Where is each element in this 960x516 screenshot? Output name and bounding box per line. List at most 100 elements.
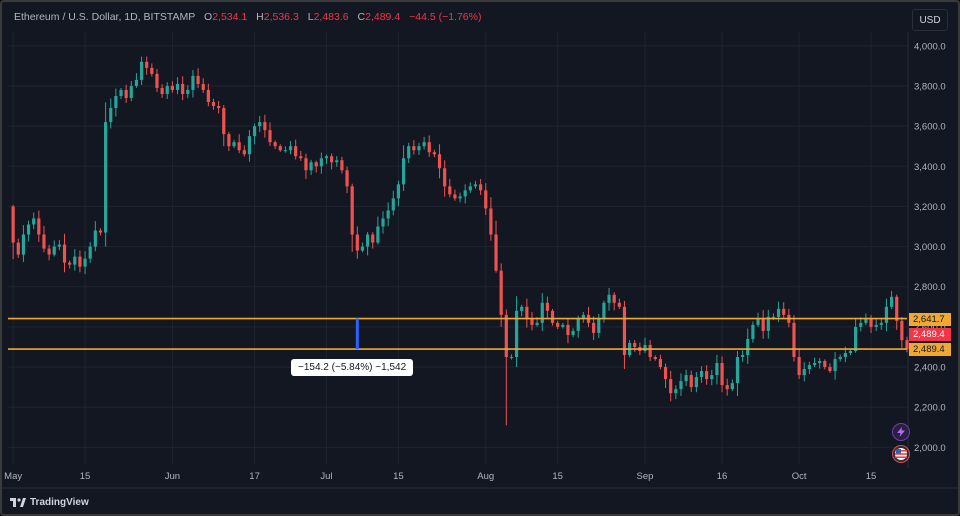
symbol-title[interactable]: Ethereum / U.S. Dollar, 1D, BITSTAMP	[14, 11, 196, 23]
candle-body	[21, 234, 26, 255]
candle-body	[864, 318, 868, 323]
candle-body	[556, 322, 560, 327]
candle-body	[479, 184, 483, 191]
candle-body	[396, 184, 401, 199]
candle-body	[139, 61, 144, 80]
candle-body	[294, 146, 298, 157]
y-tick-label: 2,200.0	[914, 403, 946, 414]
candle-body	[592, 322, 596, 333]
candle-body	[746, 338, 750, 356]
candle-body	[170, 85, 174, 90]
y-tick-label: 3,800.0	[914, 81, 946, 92]
candle-body	[155, 73, 159, 88]
x-tick-label: 15	[393, 471, 404, 482]
candle-body	[314, 162, 318, 167]
candle-body	[242, 150, 246, 155]
tradingview-logo-icon	[10, 497, 26, 507]
last-price-tag: 2,489.4	[909, 328, 951, 341]
candle-body	[602, 302, 606, 319]
candle-body	[299, 156, 303, 159]
candle-body	[191, 75, 195, 90]
candle-body	[561, 324, 565, 327]
y-tick-label: 2,800.0	[914, 282, 946, 293]
measure-bar[interactable]	[355, 318, 359, 350]
candle-body	[617, 302, 621, 307]
candle-body	[160, 87, 164, 94]
candle-body	[622, 306, 627, 356]
candle-body	[165, 85, 169, 94]
open-label: O	[204, 11, 213, 23]
candle-body	[679, 381, 683, 390]
candle-body	[705, 371, 709, 380]
high-value: 2,536.3	[263, 11, 299, 23]
candle-body	[797, 357, 801, 376]
candle-body	[83, 258, 87, 267]
candle-body	[463, 190, 467, 197]
candle-body	[489, 208, 493, 235]
candle-body	[288, 146, 293, 151]
candle-body	[114, 95, 118, 109]
candle-body	[643, 344, 647, 351]
candle-body	[150, 67, 154, 74]
x-tick-label: 16	[717, 471, 728, 482]
candle-body	[751, 324, 755, 339]
candle-body	[437, 154, 442, 169]
candle-body	[854, 326, 858, 351]
y-tick-label: 3,600.0	[914, 122, 946, 133]
x-tick-label: Sep	[637, 471, 654, 482]
candle-body	[124, 89, 128, 99]
candle-body	[104, 122, 108, 233]
candle-body	[525, 306, 529, 319]
candle-body	[669, 379, 673, 394]
candle-body	[366, 234, 370, 247]
candle-body	[782, 308, 786, 315]
candle-body	[710, 375, 714, 380]
close-label: C	[357, 11, 366, 23]
candle-body	[401, 158, 406, 185]
candle-body	[278, 146, 282, 151]
candle-body	[484, 190, 488, 209]
candle-body	[237, 142, 241, 151]
candle-body	[217, 106, 221, 109]
candle-body	[175, 83, 180, 90]
candle-body	[319, 158, 323, 167]
candle-body	[417, 146, 421, 151]
candle-body	[386, 210, 390, 219]
candle-body	[473, 184, 478, 187]
measure-label: −154.2 (−5.84%) −1,542	[291, 359, 414, 376]
symbol-header: Ethereum / U.S. Dollar, 1D, BITSTAMP O 2,…	[14, 11, 481, 23]
brand-name: TradingView	[30, 497, 89, 508]
currency-button[interactable]: USD	[912, 9, 948, 31]
candle-body	[509, 357, 514, 359]
lower-line-price-tag: 2,489.4	[909, 343, 951, 356]
candle-body	[360, 246, 365, 251]
y-tick-label: 2,400.0	[914, 363, 946, 374]
candle-body	[499, 270, 503, 315]
candle-body	[597, 318, 601, 333]
candle-body	[833, 359, 837, 372]
candle-body	[11, 206, 15, 243]
candle-body	[222, 108, 226, 135]
candle-body	[16, 242, 20, 255]
candle-body	[633, 342, 637, 347]
candle-body	[42, 234, 46, 249]
tradingview-logo[interactable]: TradingView	[10, 497, 89, 508]
candle-body	[232, 142, 236, 147]
candle-body	[26, 224, 31, 235]
candle-body	[335, 160, 339, 163]
us-flag-icon[interactable]	[892, 445, 910, 463]
candle-body	[422, 142, 426, 147]
candle-body	[828, 367, 832, 372]
x-tick-label: 15	[80, 471, 91, 482]
candle-body	[37, 218, 41, 235]
candle-body	[453, 194, 457, 199]
candle-body	[47, 248, 51, 255]
candle-body	[884, 306, 889, 323]
lightning-icon[interactable]	[892, 423, 910, 441]
candle-body	[227, 134, 231, 147]
candle-body	[725, 385, 729, 390]
x-tick-label: 15	[552, 471, 563, 482]
candle-body	[699, 371, 704, 378]
